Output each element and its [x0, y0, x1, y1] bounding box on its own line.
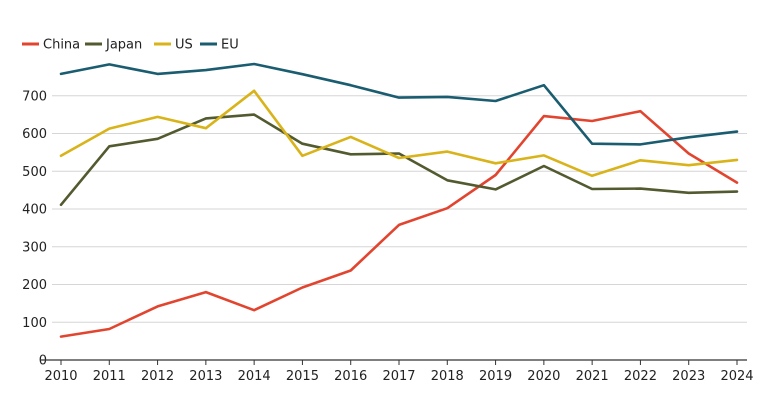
y-tick-label-100: 100 [22, 316, 47, 331]
series-line-china [59, 109, 739, 338]
series-line-us [59, 89, 739, 178]
x-tick-label-2016: 2016 [334, 369, 367, 384]
x-tick-label-2022: 2022 [624, 369, 657, 384]
legend: China Japan US EU [22, 38, 239, 53]
y-tick-label-400: 400 [22, 203, 47, 218]
series-lines [59, 62, 739, 338]
x-tick-label-2023: 2023 [672, 369, 705, 384]
x-tick-label-2017: 2017 [382, 369, 415, 384]
legend-label-us: US [175, 38, 193, 53]
x-tick-label-2010: 2010 [44, 369, 77, 384]
y-tick-label-0: 0 [39, 354, 47, 369]
x-tick-label-2012: 2012 [141, 369, 174, 384]
x-tick-label-2021: 2021 [576, 369, 609, 384]
series-line-japan [59, 113, 739, 207]
x-tick-label-2020: 2020 [527, 369, 560, 384]
legend-label-eu: EU [221, 38, 239, 53]
x-tick-label-2015: 2015 [286, 369, 319, 384]
x-tick-label-2013: 2013 [189, 369, 222, 384]
x-tick-label-2014: 2014 [238, 369, 271, 384]
x-axis: 2010 2011 2012 2013 2014 2015 2016 2017 2018 2019… [40, 359, 754, 384]
y-tick-label-500: 500 [22, 165, 47, 180]
x-tick-label-2024: 2024 [720, 369, 753, 384]
x-tick-label-2011: 2011 [93, 369, 126, 384]
y-tick-label-200: 200 [22, 278, 47, 293]
y-tick-label-600: 600 [22, 127, 47, 142]
legend-label-japan: Japan [105, 38, 142, 53]
series-line-eu [59, 62, 739, 146]
legend-label-china: China [43, 38, 80, 53]
x-tick-label-2019: 2019 [479, 369, 512, 384]
y-tick-label-300: 300 [22, 240, 47, 255]
y-axis: 0 100 200 300 400 500 600 700 [22, 89, 47, 368]
y-tick-label-700: 700 [22, 89, 47, 104]
gridlines [52, 95, 747, 323]
x-tick-label-2018: 2018 [431, 369, 464, 384]
